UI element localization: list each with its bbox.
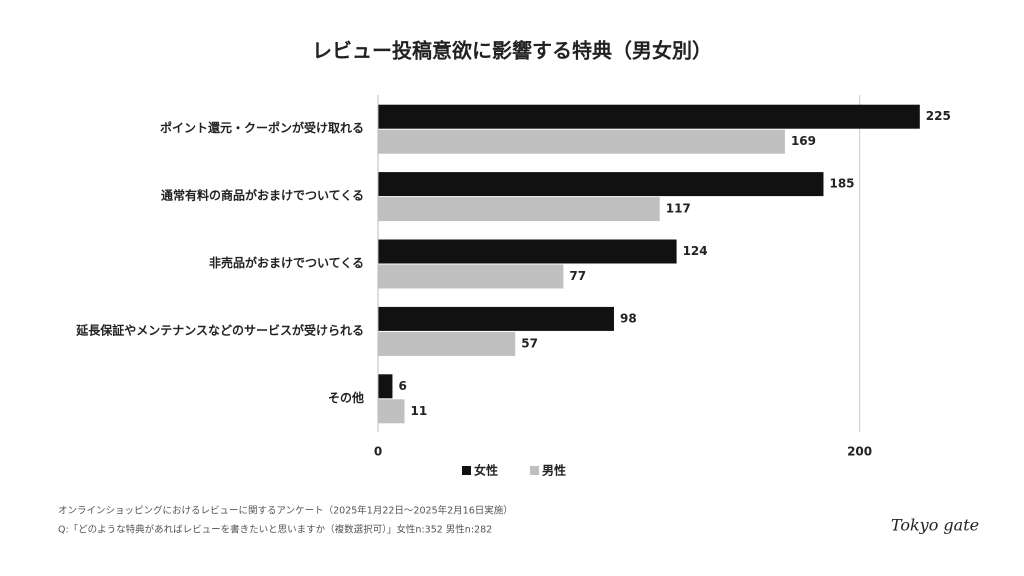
logo: Tokyo gate: [891, 516, 979, 535]
value-label: 225: [926, 109, 951, 123]
value-label: 98: [620, 311, 637, 325]
legend-swatch: [462, 466, 471, 475]
bar: [378, 264, 564, 289]
bar: [378, 239, 677, 264]
bar: [378, 331, 516, 356]
legend-label: 女性: [474, 463, 498, 478]
bar: [378, 374, 393, 399]
note: Q:「どのような特典があればレビューを書きたいと思いますか（複数選択可）」女性n…: [58, 524, 492, 536]
y-tick-label: 通常有料の商品がおまけでついてくる: [161, 188, 364, 203]
x-tick-label: 200: [847, 445, 872, 459]
bar: [378, 306, 614, 331]
bar: [378, 129, 785, 154]
value-label: 6: [398, 379, 406, 393]
x-tick-label: 0: [374, 445, 382, 459]
chart-title: レビュー投稿意欲に影響する特典（男女別）: [312, 39, 712, 63]
legend-label: 男性: [542, 463, 566, 478]
y-tick-label: その他: [328, 390, 364, 405]
bar: [378, 172, 824, 197]
note: オンラインショッピングにおけるレビューに関するアンケート（2025年1月22日〜…: [58, 505, 513, 517]
bar: [378, 197, 660, 222]
y-tick-label: 非売品がおまけでついてくる: [209, 255, 364, 270]
value-label: 185: [829, 177, 854, 191]
legend-swatch: [530, 466, 539, 475]
y-tick-label: ポイント還元・クーポンが受け取れる: [160, 120, 364, 135]
value-label: 117: [666, 202, 691, 216]
value-label: 11: [410, 404, 427, 418]
value-label: 77: [569, 269, 586, 283]
y-tick-label: 延長保証やメンテナンスなどのサービスが受けられる: [75, 322, 364, 337]
value-label: 124: [683, 244, 708, 258]
bar: [378, 104, 920, 129]
value-label: 57: [521, 336, 538, 350]
bar: [378, 399, 405, 424]
value-label: 169: [791, 134, 816, 148]
